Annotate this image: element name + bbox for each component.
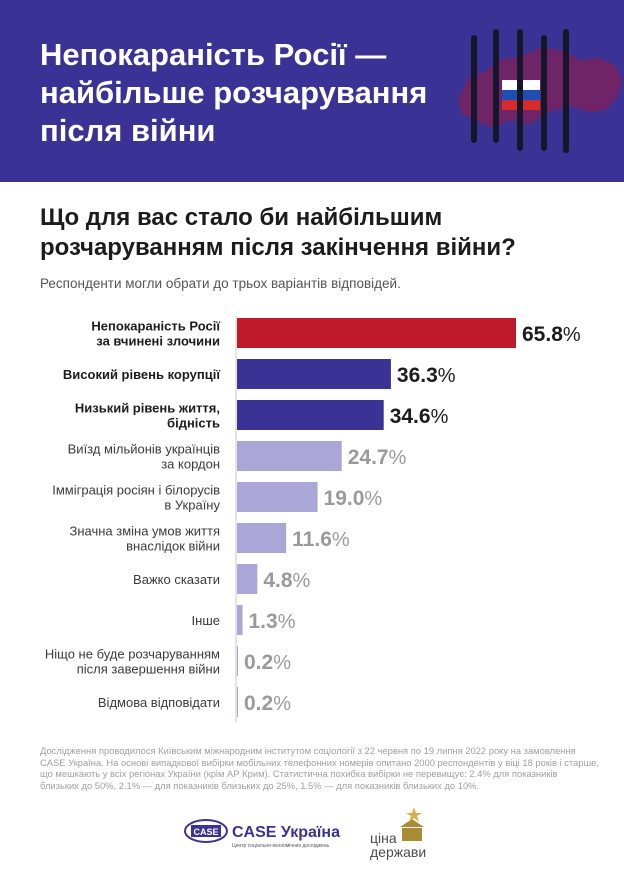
value-label: 0.2% xyxy=(244,692,291,715)
case-badge-text: CASE xyxy=(193,827,218,837)
case-ukraine-logo: CASE CASE Україна Центр соціально-економ… xyxy=(184,819,340,849)
prison-bars xyxy=(471,29,569,153)
category-label: Непокараність Росії xyxy=(91,319,220,334)
category-label: Важко сказати xyxy=(133,572,220,587)
category-label: Імміграція росіян і білорусів xyxy=(52,483,220,498)
category-label: Низький рівень життя, xyxy=(75,401,220,416)
bar xyxy=(237,523,287,553)
building-icon xyxy=(400,819,424,841)
page-title: Непокараність Росії — найбільше розчарув… xyxy=(40,36,440,150)
footnote-line: CASE Україна. На основі випадкової вибір… xyxy=(40,756,599,768)
bar xyxy=(237,482,318,512)
spark-icon xyxy=(406,807,422,822)
title-line: Непокараність Росії — xyxy=(40,37,387,72)
value-label: 1.3% xyxy=(249,610,296,633)
bar xyxy=(237,564,258,594)
category-label: Ніщо не буде розчаруванням xyxy=(45,647,220,662)
value-label: 36.3% xyxy=(397,364,456,387)
value-label: 11.6% xyxy=(292,528,350,551)
title-line: після війни xyxy=(40,113,216,148)
case-name: CASE Україна xyxy=(232,824,340,841)
methodology-footnote: Дослідження проводилося Київським міжнар… xyxy=(40,745,599,791)
category-label: Значна зміна умов життя xyxy=(69,524,220,539)
bar xyxy=(237,441,342,471)
title-line: найбільше розчарування xyxy=(40,75,428,110)
category-label: в Україну xyxy=(164,498,220,513)
bar xyxy=(237,646,238,676)
category-label: Виїзд мільйонів українців xyxy=(68,442,220,457)
value-label: 4.8% xyxy=(263,569,310,592)
question-line: розчаруванням після закінчення війни? xyxy=(40,234,516,261)
category-label: Інше xyxy=(192,613,220,628)
question-line: Що для вас стало би найбільшим xyxy=(40,204,443,231)
footnote-line: близьких до 50%, 2.1% — для показників б… xyxy=(40,779,480,791)
bar xyxy=(237,687,238,717)
bar xyxy=(237,605,243,635)
tsina-derzhavy-logo: ціна держави xyxy=(370,807,426,860)
category-label: внаслідок війни xyxy=(126,539,220,554)
bar xyxy=(237,318,516,348)
category-label: Відмова відповідати xyxy=(98,695,220,710)
bar xyxy=(237,359,391,389)
case-tagline: Центр соціально-економічних досліджень xyxy=(232,843,329,849)
question-heading: Що для вас стало би найбільшим розчарува… xyxy=(40,203,516,263)
value-label: 65.8% xyxy=(522,323,581,346)
bar xyxy=(237,400,384,430)
value-label: 0.2% xyxy=(244,651,291,674)
category-label: бідність xyxy=(167,416,220,431)
question-subtitle: Респонденти могли обрати до трьох варіан… xyxy=(40,276,401,291)
category-label: за вчинені злочини xyxy=(96,334,220,349)
russia-behind-bars-illustration xyxy=(458,29,622,153)
category-label: Високий рівень корупції xyxy=(63,367,220,382)
footnote-line: Дослідження проводилося Київським міжнар… xyxy=(40,745,576,756)
header-banner: Непокараність Росії — найбільше розчарув… xyxy=(0,0,624,182)
footnote-line: що мешкають у всіх регіонах України (крі… xyxy=(40,768,558,780)
value-label: 19.0% xyxy=(324,487,383,510)
tsina-line1: ціна xyxy=(370,830,397,846)
value-label: 24.7% xyxy=(348,446,407,469)
tsina-line2: держави xyxy=(370,844,426,860)
category-label: після завершення війни xyxy=(77,662,220,677)
value-label: 34.6% xyxy=(390,405,449,428)
category-label: за кордон xyxy=(161,457,220,472)
